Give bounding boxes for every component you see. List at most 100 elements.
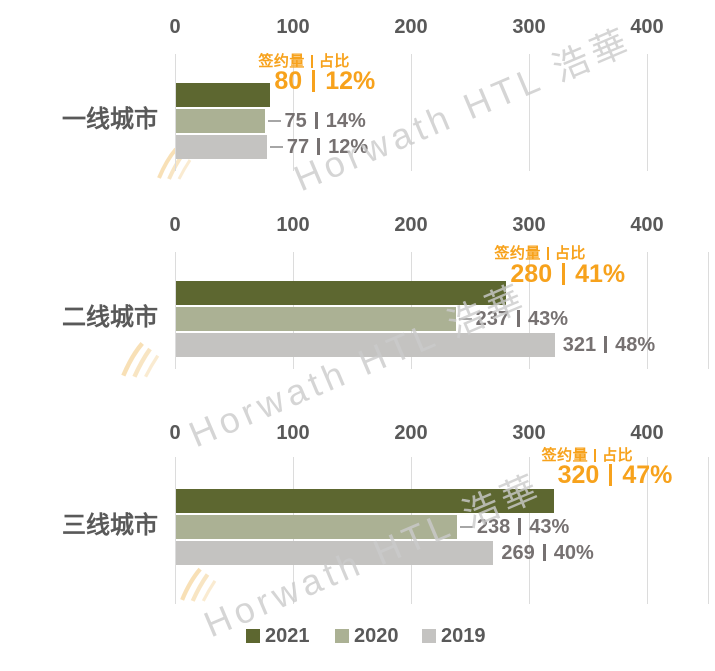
axis-tick: 0 bbox=[169, 214, 181, 236]
value-label-2020: 237 43% bbox=[476, 307, 568, 331]
share-2019: 48% bbox=[615, 334, 656, 356]
gridline bbox=[529, 54, 530, 171]
divider bbox=[312, 70, 316, 92]
axis-tick: 100 bbox=[276, 214, 310, 236]
value-header-share: 占比 bbox=[554, 245, 586, 262]
legend-item-2021: 2021 bbox=[246, 624, 310, 650]
axis-tick: 300 bbox=[512, 214, 546, 236]
bar-2020 bbox=[176, 307, 456, 331]
axis-tick: 100 bbox=[276, 422, 310, 444]
value-label-2019: 269 40% bbox=[501, 541, 593, 565]
legend-swatch-2021 bbox=[246, 629, 260, 643]
legend-item-2020: 2020 bbox=[335, 624, 399, 650]
value-header: 签约量 占比 bbox=[542, 444, 634, 465]
axis-tick: 300 bbox=[512, 422, 546, 444]
value-header-volume: 签约量 bbox=[258, 53, 305, 70]
legend-swatch-2020 bbox=[335, 629, 349, 643]
gridline bbox=[647, 457, 648, 604]
gridline bbox=[529, 457, 530, 604]
legend-label: 2020 bbox=[354, 625, 399, 647]
bar-2019 bbox=[176, 135, 267, 159]
value-2020: 238 bbox=[476, 516, 511, 538]
value-label-2020: 238 43% bbox=[477, 515, 569, 539]
leader-line bbox=[459, 526, 473, 528]
axis-tick: 100 bbox=[276, 16, 310, 38]
axis-tick: 300 bbox=[512, 16, 546, 38]
axis-tick: 0 bbox=[169, 422, 181, 444]
share-2021: 47% bbox=[622, 461, 673, 489]
value-label-2019: 321 48% bbox=[563, 333, 655, 357]
divider bbox=[562, 263, 566, 285]
value-label-2021: 80 12% bbox=[274, 68, 375, 95]
divider bbox=[517, 310, 521, 327]
legend: 2021 2020 2019 bbox=[0, 624, 715, 650]
bar-2020 bbox=[176, 515, 457, 539]
divider bbox=[317, 138, 321, 155]
value-header-share: 占比 bbox=[318, 53, 350, 70]
chart-tier1-cities: 0 100 200 300 400 一线城市 签约量 占比 80 12% 75 14%… bbox=[0, 10, 715, 210]
share-2019: 12% bbox=[328, 136, 369, 158]
value-label-2019: 77 12% bbox=[287, 135, 368, 159]
gridline bbox=[293, 54, 294, 171]
bar-2021 bbox=[176, 281, 507, 305]
value-2021: 280 bbox=[510, 260, 553, 288]
leader-line bbox=[269, 146, 283, 148]
axis-tick: 400 bbox=[630, 214, 664, 236]
horwath-logo-icon bbox=[180, 567, 217, 602]
gridline bbox=[175, 54, 176, 171]
value-header-volume: 签约量 bbox=[541, 447, 589, 464]
share-2020: 14% bbox=[325, 110, 366, 132]
value-2020: 75 bbox=[284, 110, 307, 132]
value-label-2021: 280 41% bbox=[510, 261, 625, 288]
legend-swatch-2019 bbox=[422, 629, 436, 643]
bar-2019 bbox=[176, 541, 494, 565]
value-header-share: 占比 bbox=[602, 447, 634, 464]
divider bbox=[546, 247, 549, 260]
axis-tick: 0 bbox=[169, 16, 181, 38]
value-header: 签约量 占比 bbox=[494, 242, 586, 263]
divider bbox=[609, 464, 613, 486]
value-label-2020: 75 14% bbox=[285, 109, 366, 133]
gridline bbox=[708, 457, 709, 604]
value-header: 签约量 占比 bbox=[258, 50, 350, 71]
value-2019: 77 bbox=[286, 136, 310, 158]
gridline bbox=[647, 54, 648, 171]
category-label: 一线城市 bbox=[62, 106, 158, 133]
category-label: 三线城市 bbox=[62, 512, 158, 539]
legend-label: 2021 bbox=[265, 625, 310, 647]
axis-tick: 200 bbox=[394, 214, 428, 236]
bar-2021 bbox=[176, 489, 554, 513]
axis-tick: 400 bbox=[630, 16, 664, 38]
value-2019: 321 bbox=[562, 334, 597, 356]
axis-tick: 200 bbox=[394, 422, 428, 444]
axis-tick: 400 bbox=[630, 422, 664, 444]
horwath-logo-icon bbox=[121, 341, 160, 378]
gridline bbox=[411, 54, 412, 171]
divider bbox=[542, 544, 546, 561]
share-2021: 12% bbox=[325, 67, 376, 95]
divider bbox=[314, 112, 318, 129]
bar-2020 bbox=[176, 109, 265, 133]
bar-2019 bbox=[176, 333, 555, 357]
value-header-volume: 签约量 bbox=[494, 245, 541, 262]
leader-line bbox=[267, 120, 281, 122]
leader-line bbox=[458, 318, 472, 320]
value-label-2021: 320 47% bbox=[558, 462, 673, 489]
value-2021: 320 bbox=[557, 461, 600, 489]
chart-tier2-cities: 0 100 200 300 400 二线城市 签约量 占比 280 41% 237 4… bbox=[0, 208, 715, 408]
value-2020: 237 bbox=[475, 308, 510, 330]
bar-2021 bbox=[176, 83, 271, 107]
share-2020: 43% bbox=[528, 308, 569, 330]
share-2019: 40% bbox=[553, 542, 594, 564]
divider bbox=[518, 518, 522, 535]
value-2019: 269 bbox=[501, 542, 535, 564]
value-2021: 80 bbox=[274, 67, 303, 95]
legend-label: 2019 bbox=[441, 625, 486, 647]
category-label: 二线城市 bbox=[62, 304, 158, 331]
divider bbox=[604, 336, 608, 353]
legend-item-2019: 2019 bbox=[422, 624, 486, 650]
axis-tick: 200 bbox=[394, 16, 428, 38]
gridline bbox=[175, 252, 176, 369]
divider bbox=[310, 55, 313, 68]
gridline bbox=[708, 252, 709, 369]
